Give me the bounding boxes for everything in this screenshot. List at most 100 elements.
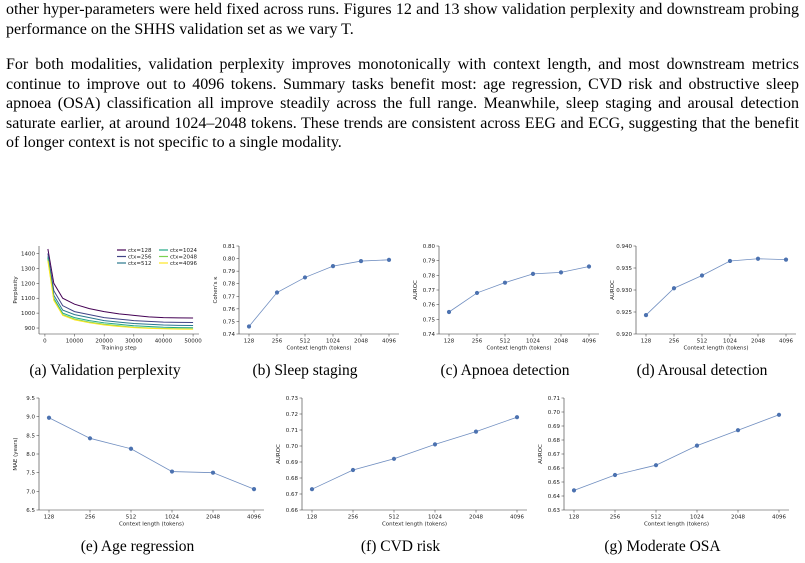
series-line xyxy=(47,260,194,330)
figure-caption: (c) Apnoea detection xyxy=(440,362,570,379)
x-tick-label: 10000 xyxy=(66,339,84,345)
y-tick-label: 1000 xyxy=(21,311,35,317)
y-tick-label: 0.74 xyxy=(423,332,436,338)
data-point xyxy=(671,286,677,291)
x-tick-label: 1024 xyxy=(690,515,704,521)
y-axis-label: MAE (years) xyxy=(13,437,19,470)
series-line xyxy=(645,258,787,316)
data-point xyxy=(558,270,564,275)
y-tick-label: 9.5 xyxy=(26,396,35,402)
x-tick-label: 128 xyxy=(244,339,255,345)
y-tick-label: 1100 xyxy=(21,296,35,302)
data-point xyxy=(727,258,733,264)
y-tick-label: 0.65 xyxy=(548,480,561,486)
data-point xyxy=(473,429,479,434)
x-tick-label: 512 xyxy=(500,339,511,345)
x-tick-label: 256 xyxy=(669,339,680,345)
y-axis-label: AUROC xyxy=(538,444,544,464)
y-tick-label: 0.77 xyxy=(423,288,436,294)
data-point xyxy=(274,290,280,295)
y-axis-label: Cohen's κ xyxy=(213,276,219,304)
y-tick-label: 0.71 xyxy=(286,428,298,434)
x-tick-label: 40000 xyxy=(155,339,173,345)
y-tick-label: 0.76 xyxy=(423,303,436,309)
y-tick-label: 900 xyxy=(25,326,36,332)
y-tick-label: 0.76 xyxy=(223,307,236,313)
y-tick-label: 0.68 xyxy=(286,476,299,482)
data-point xyxy=(776,412,782,417)
y-tick-label: 0.75 xyxy=(423,317,436,323)
series-line xyxy=(248,259,390,327)
x-tick-label: 128 xyxy=(641,339,652,345)
data-point xyxy=(251,486,257,492)
data-point xyxy=(586,264,592,269)
x-tick-label: 256 xyxy=(272,339,283,345)
x-tick-label: 1024 xyxy=(428,515,442,521)
series-line xyxy=(47,257,194,329)
x-tick-label: 128 xyxy=(307,515,318,521)
series-line xyxy=(48,417,255,490)
x-axis-label: Context length (tokens) xyxy=(119,522,184,528)
series-line xyxy=(47,256,194,326)
x-tick-label: 128 xyxy=(444,339,455,345)
y-tick-label: 1400 xyxy=(21,251,35,257)
y-tick-label: 0.70 xyxy=(548,410,561,416)
data-point xyxy=(446,309,452,315)
y-axis-label: AUROC xyxy=(610,280,616,300)
chart: 0.66 0.67 0.68 0.69 0.70 0.71 0.72 0.73 128 256 51… xyxy=(276,396,527,528)
data-point xyxy=(46,415,52,420)
y-tick-label: 0.68 xyxy=(548,438,561,444)
x-axis-label: Context length (tokens) xyxy=(382,522,447,528)
x-tick-label: 512 xyxy=(300,339,311,345)
x-tick-label: 4096 xyxy=(779,339,793,345)
x-tick-label: 128 xyxy=(44,515,55,521)
series-line xyxy=(47,248,194,319)
data-point xyxy=(612,472,618,478)
x-tick-label: 2048 xyxy=(751,339,765,345)
x-tick-label: 2048 xyxy=(354,339,368,345)
x-tick-label: 30000 xyxy=(125,339,143,345)
y-axis-label: AUROC xyxy=(413,280,419,300)
chart: 0.74 0.75 0.76 0.77 0.78 0.79 0.80 128 256 512 102… xyxy=(413,244,599,352)
x-tick-label: 256 xyxy=(610,515,621,521)
data-point xyxy=(755,256,761,261)
data-point xyxy=(128,446,134,451)
data-point xyxy=(386,257,392,262)
data-point xyxy=(391,456,397,461)
legend-label: ctx=2048 xyxy=(170,255,198,261)
series-line xyxy=(311,416,518,490)
data-point xyxy=(694,443,700,448)
x-tick-label: 512 xyxy=(651,515,662,521)
figure-caption: (f) CVD risk xyxy=(360,538,441,555)
data-point xyxy=(474,290,480,296)
chart: 0.63 0.64 0.65 0.66 0.67 0.68 0.69 0.70 0.71 128 2… xyxy=(538,396,789,528)
data-point xyxy=(302,275,308,280)
y-tick-label: 0.81 xyxy=(223,244,235,250)
y-tick-label: 0.920 xyxy=(616,332,632,338)
y-tick-label: 0.69 xyxy=(286,460,299,466)
chart: 0.920 0.925 0.930 0.935 0.940 128 256 512 1024 20… xyxy=(610,244,796,352)
y-tick-label: 0.935 xyxy=(616,266,632,272)
legend-label: ctx=1024 xyxy=(170,248,198,254)
figure-caption: (b) Sleep staging xyxy=(252,362,358,379)
y-tick-label: 0.71 xyxy=(548,396,560,402)
chart: 900 1000 1100 1200 1300 1400 0 10000 20000 30000 4… xyxy=(13,246,202,352)
y-tick-label: 0.930 xyxy=(616,288,632,294)
y-tick-label: 7.5 xyxy=(26,471,35,477)
y-tick-label: 0.77 xyxy=(223,294,236,300)
x-tick-label: 256 xyxy=(472,339,483,345)
y-tick-label: 0.79 xyxy=(423,259,436,265)
y-tick-label: 0.66 xyxy=(286,508,299,514)
y-tick-label: 0.73 xyxy=(286,396,299,402)
y-tick-label: 0.940 xyxy=(616,244,632,250)
legend-label: ctx=512 xyxy=(128,261,152,267)
y-tick-label: 6.5 xyxy=(26,508,35,514)
y-tick-label: 0.67 xyxy=(286,492,299,498)
data-point xyxy=(432,442,438,447)
data-point xyxy=(735,428,741,433)
x-tick-label: 4096 xyxy=(582,339,596,345)
data-point xyxy=(350,467,356,473)
x-axis-label: Context length (tokens) xyxy=(683,346,748,352)
y-tick-label: 0.78 xyxy=(223,282,236,288)
